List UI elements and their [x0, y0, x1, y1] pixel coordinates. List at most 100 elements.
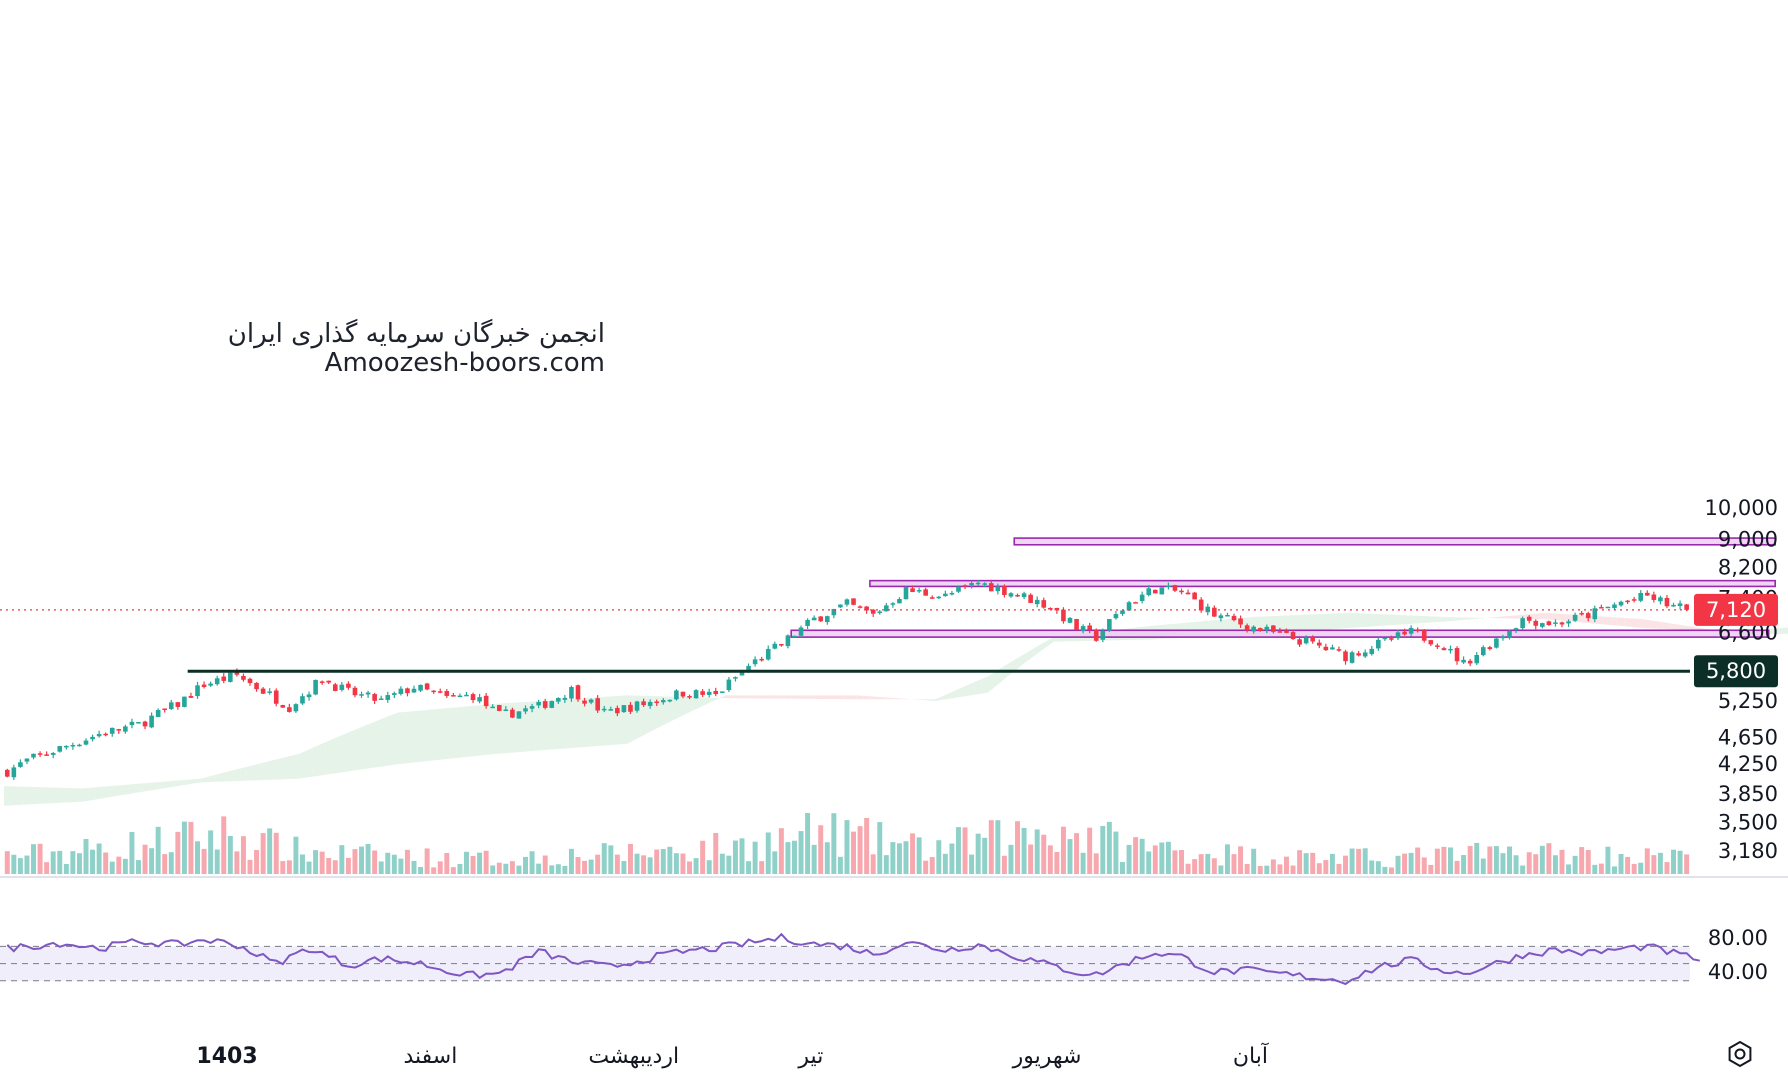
- candle: [1015, 593, 1020, 597]
- candle: [752, 656, 758, 667]
- candle: [477, 693, 482, 704]
- settings-icon[interactable]: [1728, 1040, 1752, 1068]
- cloud-segment: [1676, 624, 1684, 630]
- candle: [1480, 645, 1486, 657]
- candle: [785, 634, 791, 649]
- candle: [1146, 585, 1152, 597]
- time-label: اردیبهشت: [588, 1044, 679, 1069]
- candle: [1612, 602, 1617, 611]
- volume-bar: [63, 863, 69, 874]
- candle: [975, 580, 981, 586]
- candle: [1067, 617, 1073, 624]
- resistance-zones[interactable]: [790, 537, 1777, 638]
- candle: [4, 768, 10, 778]
- cloud-segment: [1007, 660, 1015, 677]
- time-axis[interactable]: 1403 اسفند اردیبهشت تیر شهریور آبان: [196, 1042, 1268, 1069]
- cloud-segment: [1020, 652, 1028, 667]
- volume-bar: [122, 858, 128, 874]
- cloud-segment: [1630, 618, 1638, 628]
- candle: [103, 732, 108, 737]
- candle: [792, 635, 797, 638]
- volume-bar: [1572, 855, 1578, 874]
- candle: [516, 711, 522, 719]
- volume-bar: [1664, 862, 1670, 874]
- cloud-segment: [1027, 648, 1034, 662]
- candle: [660, 698, 666, 705]
- cloud-segment: [712, 697, 720, 702]
- cloud-segment: [200, 776, 208, 783]
- volume-bar: [870, 854, 876, 874]
- candle: [1034, 596, 1040, 608]
- volume-bar: [1467, 846, 1473, 874]
- volume-bar: [1231, 854, 1237, 874]
- candle: [634, 700, 640, 713]
- candle: [1021, 591, 1027, 600]
- candle: [877, 609, 883, 615]
- cloud-segment: [797, 695, 805, 699]
- volume-bar: [1087, 827, 1093, 874]
- rsi-label: 40.00: [1708, 960, 1768, 984]
- cloud-segment: [732, 695, 739, 699]
- candle: [1264, 624, 1270, 634]
- volume-bar: [1356, 848, 1362, 874]
- volume-bar: [1238, 846, 1244, 874]
- candle: [562, 694, 568, 703]
- volume-bar: [1290, 865, 1296, 874]
- candle: [188, 692, 194, 698]
- volume-bar: [1388, 867, 1394, 874]
- cloud-segment: [673, 696, 680, 721]
- candle: [1349, 650, 1355, 664]
- cloud-segment: [63, 787, 70, 803]
- volume-bar: [116, 856, 122, 874]
- candle: [1494, 638, 1499, 649]
- cloud-segment: [36, 787, 44, 805]
- cloud-segment: [43, 787, 50, 804]
- volume-bar: [1651, 855, 1657, 874]
- cloud-segment: [345, 731, 352, 772]
- candle: [254, 682, 259, 692]
- volume-bar: [1159, 842, 1165, 874]
- cloud-segment: [181, 779, 188, 786]
- candle: [667, 699, 673, 703]
- cloud-segment: [108, 785, 116, 798]
- candle: [916, 587, 922, 594]
- volume-bar: [942, 853, 948, 874]
- volume-bar: [1060, 826, 1066, 874]
- cloud-segment: [804, 695, 811, 699]
- cloud-segment: [1657, 621, 1664, 629]
- candle: [182, 696, 187, 708]
- cloud-segment: [1348, 612, 1356, 629]
- cloud-segment: [1670, 623, 1677, 630]
- resistance-zone-2: [869, 579, 1777, 588]
- volume-bar: [267, 828, 273, 874]
- candle: [1566, 619, 1571, 627]
- candle: [693, 689, 699, 699]
- price-label: 3,500: [1718, 810, 1778, 834]
- cloud-segment: [935, 696, 943, 702]
- watermark-line1: انجمن خبرگان سرمایه گذاری ایران: [228, 318, 605, 349]
- candle: [326, 680, 332, 685]
- candle: [1231, 613, 1237, 622]
- candle: [1297, 635, 1302, 647]
- volume-bar: [1526, 852, 1532, 874]
- candle: [969, 580, 974, 589]
- cloud-segment: [922, 699, 929, 701]
- cloud-segment: [194, 778, 201, 784]
- cloud-segment: [1624, 617, 1631, 627]
- volume-bar: [418, 867, 424, 874]
- volume-bar: [628, 843, 633, 874]
- candle: [503, 706, 509, 712]
- cloud-segment: [1033, 644, 1041, 657]
- volume-bar: [1126, 844, 1132, 874]
- candle: [588, 698, 594, 705]
- candle: [70, 742, 76, 750]
- cloud-segment: [810, 695, 818, 699]
- volume-bar: [1054, 851, 1060, 874]
- volume-bar: [1165, 841, 1171, 874]
- candle: [844, 598, 850, 607]
- candle: [601, 705, 607, 713]
- candle: [1441, 646, 1447, 651]
- volume-bar: [372, 850, 378, 874]
- volume-bar: [792, 840, 797, 874]
